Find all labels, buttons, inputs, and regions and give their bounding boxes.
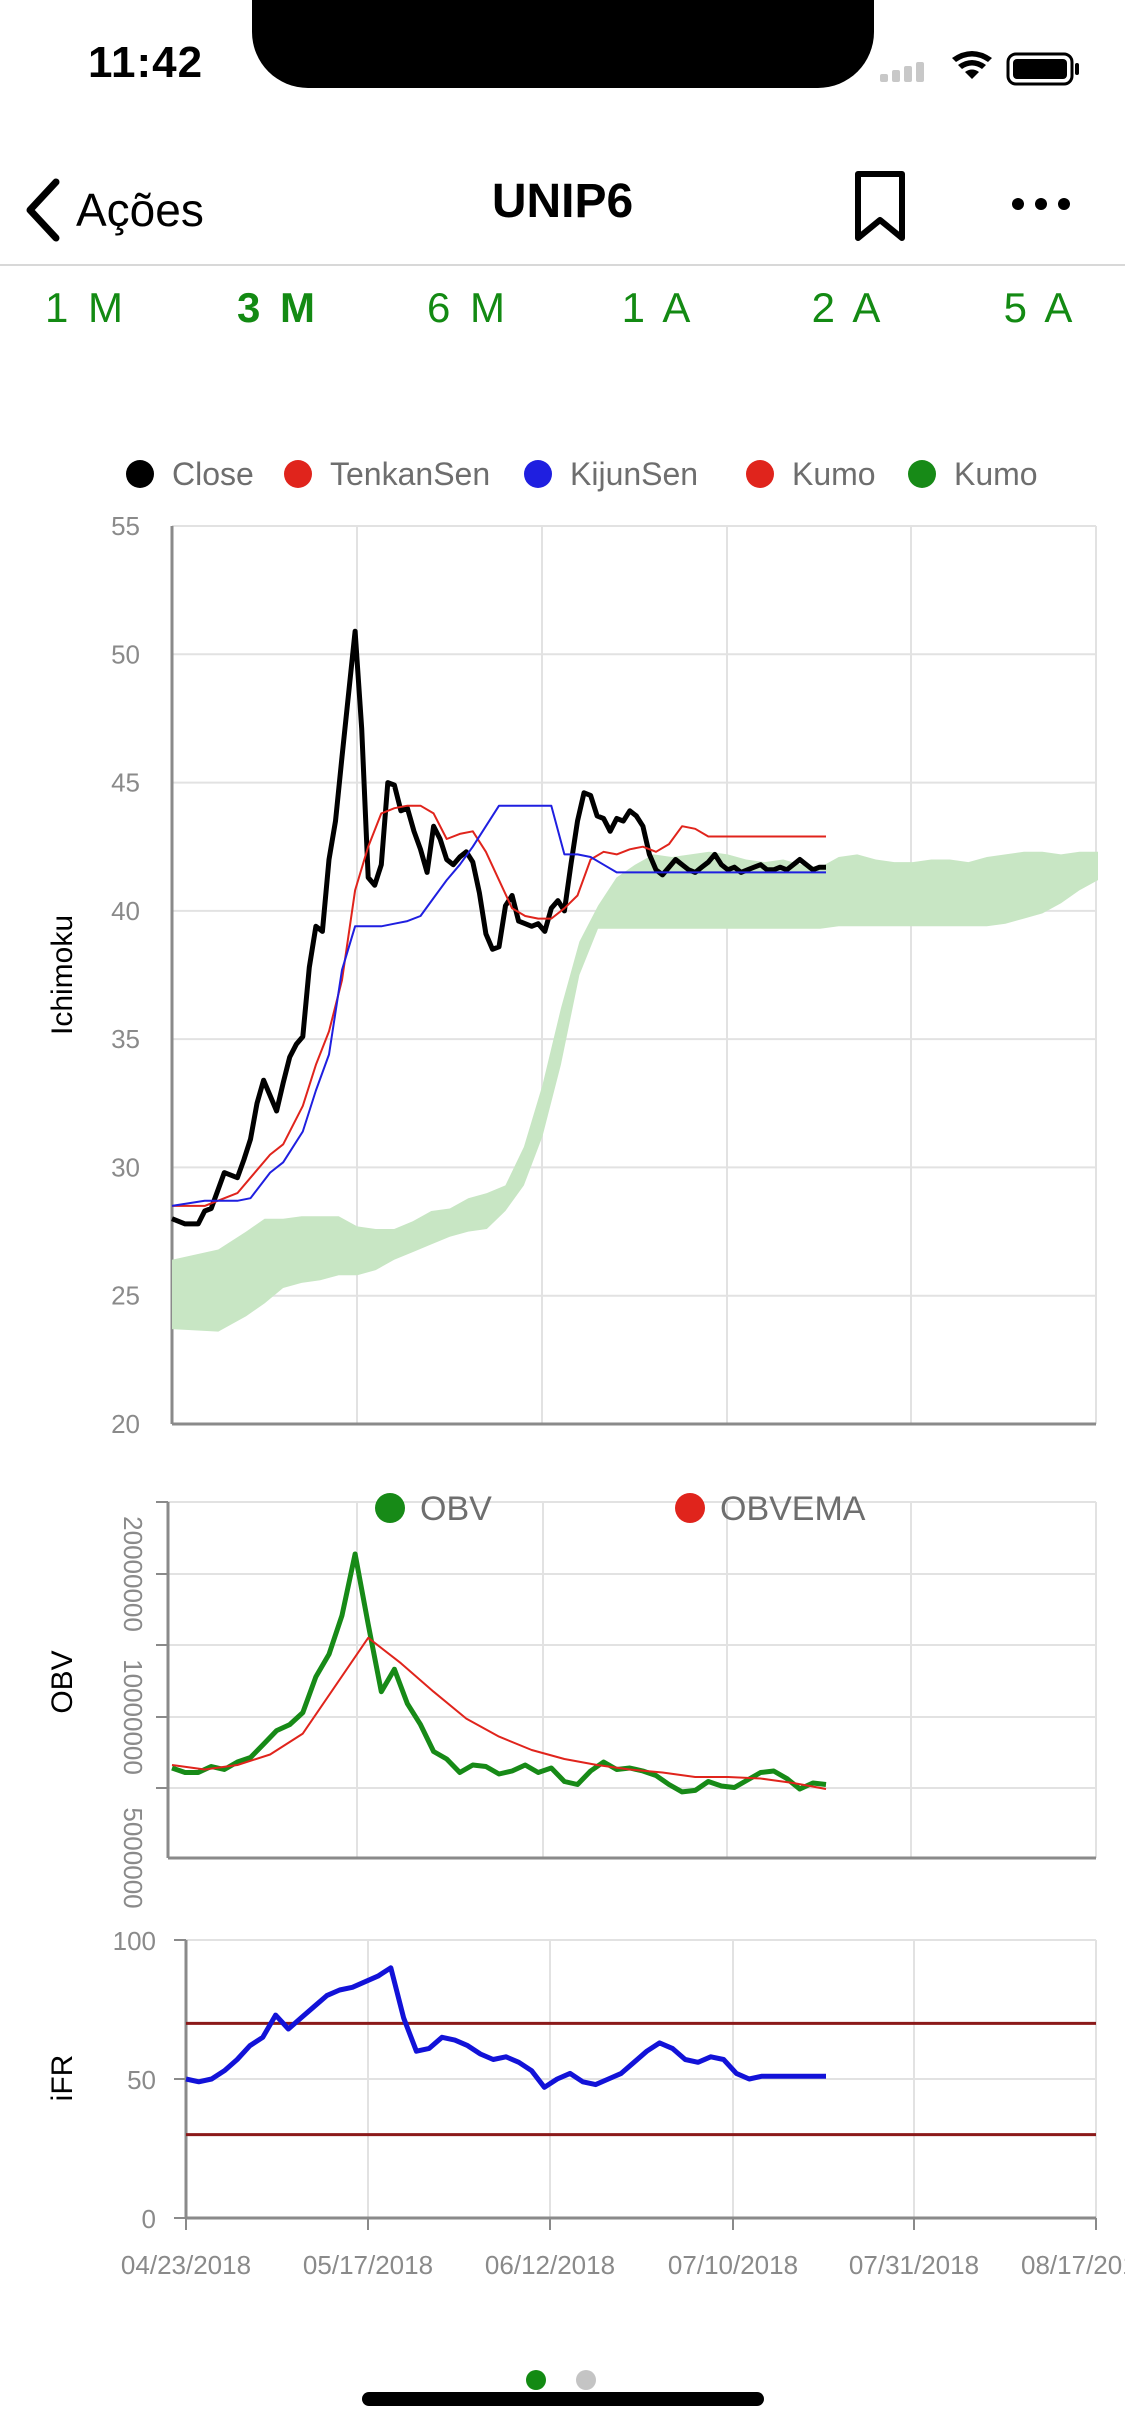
ichimoku-ytick-label: 40 (111, 896, 140, 926)
nav-divider (0, 264, 1125, 266)
x-tick-label: 06/12/2018 (485, 2250, 615, 2280)
x-tick-label: 07/10/2018 (668, 2250, 798, 2280)
battery-icon (1006, 52, 1079, 86)
ichimoku-ytick-label: 55 (111, 511, 140, 541)
close-series-line (171, 628, 826, 1227)
legend-marker-3 (746, 460, 774, 488)
ichimoku-ytick-label: 25 (111, 1281, 140, 1311)
charts-area[interactable]: 20 25 30 35 40 45 50 55 Ichimoku Close TenkanSen Ki… (0, 0, 1125, 2300)
obv-legend-label: OBV (420, 1490, 492, 1528)
x-tick-label: 05/17/2018 (303, 2250, 433, 2280)
status-icons (880, 51, 1079, 86)
ichimoku-chart: 20 25 30 35 40 45 50 55 Ichimoku Close TenkanSen Ki… (46, 456, 1098, 1439)
legend-label: KijunSen (570, 456, 698, 492)
more-options-icon[interactable] (1010, 184, 1072, 224)
home-indicator (362, 2392, 764, 2406)
wifi-icon (952, 51, 992, 79)
ichimoku-ytick-label: 30 (111, 1152, 140, 1182)
tenkansen-series-line (172, 804, 826, 1207)
ifr-ytick-label: 100 (113, 1926, 156, 1956)
obv-series-line (171, 1551, 827, 1795)
legend-label: Kumo (954, 456, 1038, 492)
ifr-ylabel: iFR (46, 2055, 79, 2102)
page-dot-active[interactable] (526, 2370, 546, 2390)
obv-legend-label: OBVEMA (720, 1490, 866, 1528)
obv-ytick-label: 20000000 (118, 1516, 148, 1632)
ichimoku-ytick-label: 35 (111, 1024, 140, 1054)
ichimoku-ylabel: Ichimoku (46, 915, 79, 1035)
legend-label: Kumo (792, 456, 876, 492)
obv-chart: 5000000 10000000 20000000 OBV OBV OBVEMA (46, 1490, 1097, 1909)
legend-label: TenkanSen (330, 456, 490, 492)
tab-1m[interactable]: 1 M (44, 284, 127, 331)
kumo-cloud-area (172, 851, 1098, 1332)
ifr-series-line (185, 1965, 826, 2090)
tab-6m[interactable]: 6 M (426, 284, 509, 331)
back-button[interactable]: Ações (22, 170, 204, 250)
back-label: Ações (76, 184, 204, 236)
x-tick-label: 08/17/2018 (1021, 2250, 1125, 2280)
cellular-signal-icon (880, 62, 924, 82)
legend-marker-4 (908, 460, 936, 488)
ifr-ytick-label: 0 (142, 2204, 156, 2234)
tab-3m[interactable]: 3 M (236, 284, 319, 331)
ichimoku-ytick-label: 45 (111, 768, 140, 798)
obv-legend-marker-1 (675, 1493, 705, 1523)
obvema-series-line (171, 1636, 827, 1790)
x-tick-label: 04/23/2018 (121, 2250, 251, 2280)
chevron-left-icon (26, 178, 60, 242)
bookmark-icon[interactable] (850, 166, 910, 246)
obv-ylabel: OBV (46, 1650, 79, 1713)
legend-marker-0 (126, 460, 154, 488)
device-notch (252, 0, 874, 88)
ifr-ytick-label: 50 (127, 2065, 156, 2095)
ifr-chart: 0 50 100 iFR 04/23/2018 05/17/2018 06/12/2018 0… (46, 1926, 1125, 2280)
ichimoku-ytick-label: 50 (111, 639, 140, 669)
obv-ytick-label: 10000000 (118, 1659, 148, 1775)
x-tick-label: 07/31/2018 (849, 2250, 979, 2280)
legend-marker-2 (524, 460, 552, 488)
tab-1a[interactable]: 1 A (621, 284, 695, 331)
legend-label: Close (172, 456, 254, 492)
tab-2a[interactable]: 2 A (811, 284, 885, 331)
page-dot[interactable] (576, 2370, 596, 2390)
ichimoku-ytick-label: 20 (111, 1409, 140, 1439)
tab-5a[interactable]: 5 A (1003, 284, 1077, 331)
page-title: UNIP6 (491, 175, 634, 228)
navigation-bar: Ações UNIP6 (0, 160, 1125, 264)
obv-legend-marker-0 (375, 1493, 405, 1523)
legend-marker-1 (284, 460, 312, 488)
period-tabs: 1 M 3 M 6 M 1 A 2 A 5 A (0, 270, 1125, 350)
kijunsen-series-line (171, 804, 826, 1207)
status-time: 11:42 (88, 38, 204, 87)
obv-ytick-label: 5000000 (118, 1807, 148, 1908)
